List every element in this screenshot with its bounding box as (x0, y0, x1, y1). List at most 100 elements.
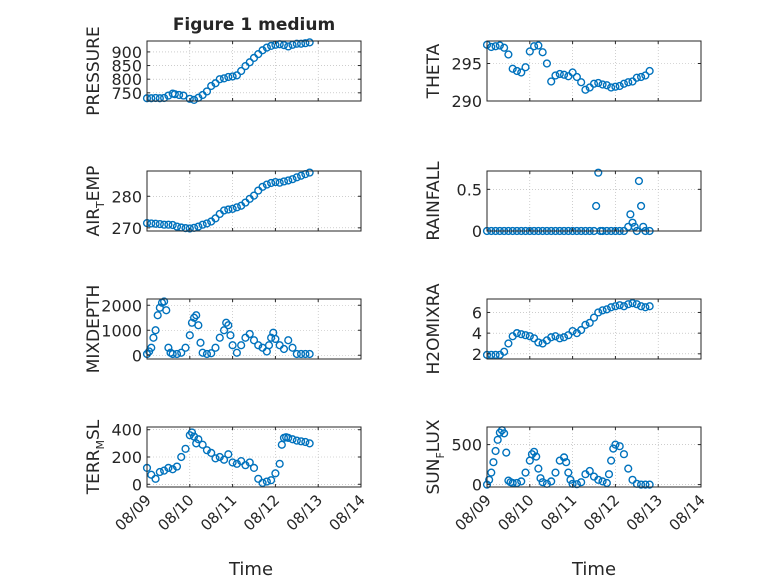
mixdepth-data-point (196, 338, 205, 347)
theta-data-point (619, 79, 629, 88)
terr-msl-y-tick-label: 0 (132, 475, 142, 494)
h2omixra-data-point (517, 330, 526, 339)
subplot-rainfall: 0 0.5 RAINFALL (424, 161, 702, 241)
h2omixra-axes-box (486, 298, 702, 360)
theta-data-point (572, 72, 581, 82)
air-temp-data-point (275, 178, 284, 187)
air-temp-data-point (160, 220, 169, 229)
h2omixra-data-point (611, 302, 620, 311)
h2omixra-data-point (589, 313, 599, 322)
h2omixra-data-point (568, 326, 577, 336)
pressure-data-point (292, 39, 301, 48)
terr-msl-data-point (284, 433, 293, 443)
sun-flux-data-point (536, 474, 545, 483)
h2omixra-data-point (615, 301, 624, 310)
terr-msl-data-point (151, 474, 160, 483)
mixdepth-data-point (181, 343, 190, 352)
rainfall-data-point (628, 218, 637, 227)
air-temp-axes-box (146, 170, 362, 232)
h2omixra-data-point (628, 299, 637, 308)
h2omixra-data-point (607, 303, 616, 312)
mixdepth-data-point (164, 343, 173, 352)
pressure-data-point (175, 90, 184, 100)
theta-data-point (495, 41, 504, 50)
sun-flux-data-point (594, 475, 603, 484)
mixdepth-data-point (271, 334, 280, 344)
air-temp-data-point (164, 220, 173, 229)
mixdepth-data-point (264, 341, 274, 350)
h2omixra-y-tick-label: 2 (472, 345, 482, 364)
sun-flux-y-axis-label: SUNFLUX (424, 419, 447, 494)
sun-flux-data-point (532, 452, 541, 461)
pressure-data-point (301, 39, 310, 48)
terr-msl-data-point (211, 454, 220, 463)
pressure-plot-area (147, 41, 361, 101)
theta-y-tick-label: 295 (451, 55, 482, 74)
terr-msl-y-tick-label: 200 (111, 448, 142, 467)
air-temp-data-point (181, 224, 190, 233)
terr-msl-data-point (237, 456, 246, 466)
rainfall-axes-box (486, 170, 702, 232)
terr-msl-data-point (301, 437, 310, 447)
pressure-data-point (219, 74, 229, 83)
air-temp-data-point (202, 219, 212, 228)
theta-data-point (589, 79, 599, 88)
theta-plot-area (487, 41, 701, 101)
mixdepth-data-point (254, 341, 263, 350)
air-temp-plot-area (147, 171, 361, 231)
subplot-h2omixra: 2 4 6 H2OMIXRA (424, 283, 702, 375)
theta-data-point (598, 80, 607, 89)
mixdepth-y-tick-label: 0 (132, 346, 142, 365)
air-temp-data-point (305, 168, 314, 177)
theta-data-point (551, 71, 560, 80)
air-temp-data-point (249, 191, 259, 200)
mixdepth-data-point (219, 326, 229, 335)
rainfall-data-point (634, 176, 644, 186)
h2omixra-data-point (577, 325, 586, 335)
air-temp-data-point (258, 182, 267, 191)
terr-msl-data-point (224, 450, 233, 459)
air-temp-data-point (147, 219, 156, 228)
rainfall-data-point (639, 222, 648, 231)
mixdepth-data-point (162, 306, 171, 315)
theta-y-tick-label: 290 (451, 92, 482, 111)
terr-msl-data-point (254, 474, 263, 483)
h2omixra-data-point (504, 339, 513, 348)
pressure-data-point (211, 79, 220, 88)
sun-flux-data-point (512, 478, 522, 488)
terr-msl-data-point (207, 448, 216, 458)
sun-flux-data-point (495, 428, 504, 437)
sun-flux-data-point (538, 478, 547, 487)
mixdepth-y-axis-label: MIXDEPTH (84, 285, 104, 374)
air-temp-data-point (267, 178, 276, 188)
rainfall-data-point (626, 210, 635, 219)
air-temp-data-point (228, 204, 237, 213)
theta-data-point (508, 64, 517, 73)
terr-msl-y-axis-label: TERRMSL (84, 419, 107, 495)
air-temp-data-point (279, 177, 289, 186)
theta-data-point (645, 66, 654, 76)
terr-msl-data-point (305, 439, 314, 448)
h2omixra-data-point (645, 302, 654, 311)
air-temp-data-point (219, 206, 229, 215)
sun-flux-data-point (547, 477, 556, 486)
h2omixra-data-point (636, 302, 646, 311)
sun-flux-data-point (489, 458, 498, 467)
terr-msl-data-point (292, 436, 301, 445)
theta-axes-box (486, 40, 702, 102)
air-temp-series (142, 168, 314, 233)
pressure-data-point (237, 66, 246, 76)
sun-flux-data-point (502, 448, 511, 457)
mixdepth-y-tick-label: 2000 (101, 296, 142, 315)
h2omixra-data-point (555, 334, 564, 343)
sun-flux-data-point (602, 478, 611, 488)
theta-data-point (529, 42, 539, 51)
mixdepth-data-point (279, 344, 289, 354)
sun-flux-data-point (485, 475, 494, 484)
theta-data-point (559, 70, 569, 79)
sun-flux-data-point (551, 468, 560, 477)
theta-data-point (512, 66, 522, 76)
sun-flux-data-point (598, 477, 607, 486)
mixdepth-data-point (202, 349, 212, 359)
terr-msl-data-point (245, 458, 254, 467)
